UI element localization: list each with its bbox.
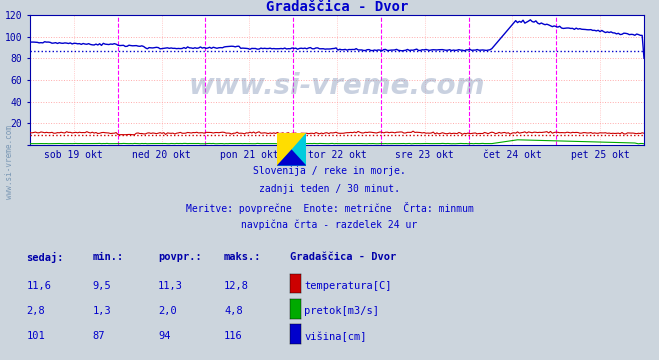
Text: 116: 116 [224, 331, 243, 341]
Text: sedaj:: sedaj: [26, 252, 64, 263]
Title: Gradaščica - Dvor: Gradaščica - Dvor [266, 0, 408, 14]
Text: 12,8: 12,8 [224, 281, 249, 291]
Text: navpična črta - razdelek 24 ur: navpična črta - razdelek 24 ur [241, 220, 418, 230]
Text: 101: 101 [26, 331, 45, 341]
Polygon shape [277, 133, 306, 166]
Text: Meritve: povprečne  Enote: metrične  Črta: minmum: Meritve: povprečne Enote: metrične Črta:… [186, 202, 473, 213]
Text: Slovenija / reke in morje.: Slovenija / reke in morje. [253, 166, 406, 176]
Text: 4,8: 4,8 [224, 306, 243, 316]
Text: www.si-vreme.com: www.si-vreme.com [188, 72, 485, 100]
Text: 2,0: 2,0 [158, 306, 177, 316]
Text: 94: 94 [158, 331, 171, 341]
Text: zadnji teden / 30 minut.: zadnji teden / 30 minut. [259, 184, 400, 194]
Text: www.si-vreme.com: www.si-vreme.com [5, 125, 14, 199]
Text: pretok[m3/s]: pretok[m3/s] [304, 306, 380, 316]
Text: Gradaščica - Dvor: Gradaščica - Dvor [290, 252, 396, 262]
Text: 11,3: 11,3 [158, 281, 183, 291]
Text: višina[cm]: višina[cm] [304, 331, 367, 342]
Text: temperatura[C]: temperatura[C] [304, 281, 392, 291]
Text: 2,8: 2,8 [26, 306, 45, 316]
Polygon shape [277, 133, 306, 166]
Polygon shape [277, 149, 306, 166]
Text: min.:: min.: [92, 252, 123, 262]
Text: maks.:: maks.: [224, 252, 262, 262]
Text: 1,3: 1,3 [92, 306, 111, 316]
Text: 11,6: 11,6 [26, 281, 51, 291]
Text: povpr.:: povpr.: [158, 252, 202, 262]
Text: 87: 87 [92, 331, 105, 341]
Text: 9,5: 9,5 [92, 281, 111, 291]
